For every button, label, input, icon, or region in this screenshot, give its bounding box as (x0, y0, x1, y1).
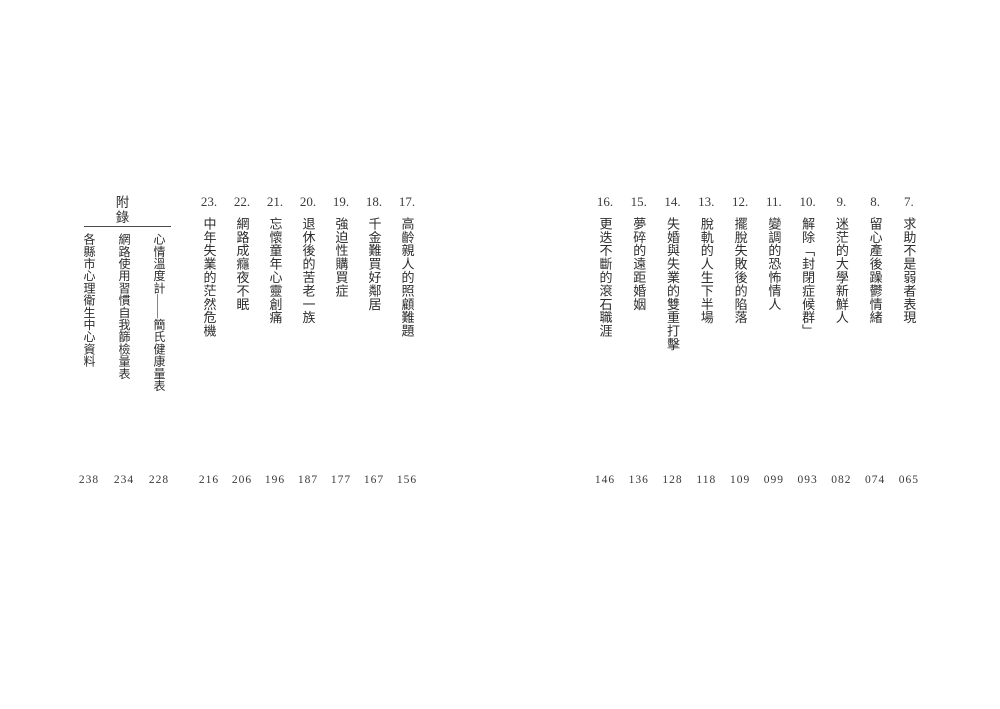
toc-entry-18: 18. 千金難買好鄰居 167 (361, 195, 387, 487)
entry-title: 夢碎的遠距婚姻 (631, 217, 647, 311)
entry-title: 解除「封閉症候群」 (800, 217, 816, 338)
entry-number: 13. (698, 194, 715, 209)
entry-title: 強迫性購買症 (333, 217, 349, 298)
entry-title: 迷茫的大學新鮮人 (833, 217, 849, 325)
appendix-divider-rule (84, 226, 171, 227)
entry-page-number: 187 (297, 474, 319, 486)
entry-title: 脫軌的人生下半場 (698, 217, 714, 325)
entry-page-number: 074 (865, 474, 886, 486)
entry-page-number: 216 (198, 474, 220, 486)
entry-number: 14. (664, 194, 681, 209)
entry-number: 12. (731, 194, 749, 209)
entry-page-number: 136 (628, 474, 649, 486)
entry-number: 10. (799, 194, 816, 209)
toc-entry-16: 16. 更迭不斷的滾石職涯 146 (592, 195, 618, 487)
entry-title: 高齡親人的照顧難題 (399, 217, 415, 338)
entry-page-number: 206 (231, 474, 253, 486)
entry-title: 擺脫失敗後的陷落 (732, 217, 748, 325)
appendix-section: 附錄 心情溫度計——簡氏健康量表 228 網路使用習慣自我篩檢量表 234 各縣… (76, 195, 172, 487)
entry-title: 千金難買好鄰居 (366, 217, 382, 311)
entry-number: 11. (765, 194, 782, 209)
entry-title: 心情溫度計——簡氏健康量表 (152, 233, 166, 392)
entry-page-number: 093 (797, 474, 818, 486)
appendix-entry-3: 各縣市心理衛生中心資料 238 (76, 233, 102, 487)
toc-entry-20: 20. 退休後的苦老一族 187 (295, 195, 321, 487)
entry-title: 求助不是弱者表現 (901, 217, 917, 325)
appendix-heading: 附錄 (113, 195, 129, 225)
toc-entry-15: 15. 夢碎的遠距婚姻 136 (626, 195, 652, 487)
toc-entry-11: 11. 變調的恐怖情人 099 (761, 195, 787, 487)
entry-title: 變調的恐怖情人 (766, 217, 782, 311)
toc-entry-14: 14. 失婚與失業的雙重打擊 128 (660, 195, 686, 487)
entry-title: 失婚與失業的雙重打擊 (665, 217, 681, 351)
toc-entry-23: 23. 中年失業的茫然危機 216 (196, 195, 222, 487)
entry-number: 18. (365, 194, 383, 209)
entry-page-number: 065 (898, 474, 920, 486)
entry-page-number: 167 (363, 474, 385, 486)
toc-left-page-block: 17. 高齡親人的照顧難題 156 18. 千金難買好鄰居 167 19. 強迫… (196, 195, 420, 487)
entry-number: 23. (200, 194, 218, 209)
toc-entry-22: 22. 網路成癮夜不眠 206 (229, 195, 255, 487)
toc-entry-9: 9. 迷茫的大學新鮮人 082 (828, 195, 854, 487)
toc-entry-10: 10. 解除「封閉症候群」 093 (795, 195, 821, 487)
entry-number: 9. (836, 194, 847, 209)
entry-page-number: 177 (330, 474, 352, 486)
toc-entry-17: 17. 高齡親人的照顧難題 156 (394, 195, 420, 487)
entry-page-number: 099 (763, 474, 784, 486)
toc-entry-13: 13. 脫軌的人生下半場 118 (693, 195, 719, 487)
entry-page-number: 146 (594, 474, 616, 486)
toc-entry-7: 7. 求助不是弱者表現 065 (896, 195, 922, 487)
entry-title: 留心產後躁鬱情緒 (867, 217, 883, 325)
entry-title: 退休後的苦老一族 (300, 217, 316, 325)
entry-title: 各縣市心理衛生中心資料 (82, 233, 96, 368)
toc-entry-21: 21. 忘懷童年心靈創痛 196 (262, 195, 288, 487)
entry-page-number: 082 (831, 474, 852, 486)
entry-number: 21. (266, 194, 284, 209)
entry-page-number: 234 (113, 474, 135, 486)
toc-entry-8: 8. 留心產後躁鬱情緒 074 (862, 195, 888, 487)
entry-title: 網路成癮夜不眠 (234, 217, 250, 311)
entry-page-number: 128 (662, 474, 683, 486)
entry-title: 中年失業的茫然危機 (201, 217, 217, 338)
entry-number: 16. (596, 194, 614, 209)
entry-title: 忘懷童年心靈創痛 (267, 217, 283, 325)
appendix-entry-1: 心情溫度計——簡氏健康量表 228 (146, 233, 172, 487)
entry-title: 更迭不斷的滾石職涯 (597, 217, 613, 338)
toc-entry-19: 19. 強迫性購買症 177 (328, 195, 354, 487)
appendix-entry-2: 網路使用習慣自我篩檢量表 234 (111, 233, 137, 487)
appendix-items: 心情溫度計——簡氏健康量表 228 網路使用習慣自我篩檢量表 234 各縣市心理… (76, 233, 172, 487)
entry-number: 15. (630, 194, 647, 209)
entry-number: 8. (870, 194, 880, 209)
toc-right-page-block: 7. 求助不是弱者表現 065 8. 留心產後躁鬱情緒 074 9. 迷茫的大學… (592, 195, 922, 487)
entry-page-number: 118 (696, 474, 717, 486)
entry-page-number: 156 (396, 474, 418, 486)
entry-number: 7. (904, 194, 914, 209)
entry-page-number: 196 (264, 474, 286, 486)
entry-number: 17. (398, 194, 416, 209)
entry-page-number: 228 (148, 474, 170, 486)
entry-number: 20. (299, 194, 317, 209)
entry-number: 19. (332, 194, 350, 209)
entry-page-number: 109 (729, 474, 751, 486)
toc-entry-12: 12. 擺脫失敗後的陷落 109 (727, 195, 753, 487)
entry-title: 網路使用習慣自我篩檢量表 (117, 233, 131, 380)
entry-number: 22. (233, 194, 251, 209)
entry-page-number: 238 (78, 474, 100, 486)
